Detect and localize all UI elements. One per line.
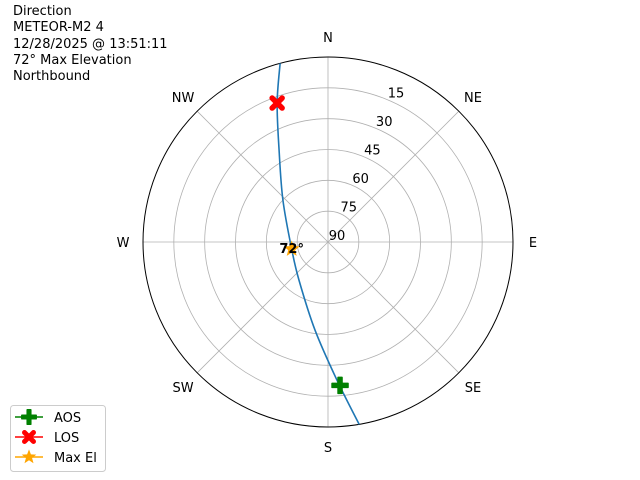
legend-los-icon xyxy=(22,430,36,444)
compass-label-ne: NE xyxy=(464,91,482,106)
compass-label-s: S xyxy=(324,441,332,456)
max-el-marker xyxy=(283,240,300,256)
max-elevation-text: 72° Max Elevation xyxy=(13,52,132,68)
axis-labels: N NE E SE S SW W NW 15 30 45 60 75 90 xyxy=(117,31,538,456)
los-marker xyxy=(269,95,285,111)
legend-label: AOS xyxy=(54,411,81,426)
radial-tick-label: 60 xyxy=(352,172,369,187)
compass-label-sw: SW xyxy=(172,381,193,396)
pass-info: Direction METEOR-M2 4 12/28/2025 @ 13:51… xyxy=(13,4,168,85)
radial-tick-label: 15 xyxy=(388,87,405,102)
satellite-name: METEOR-M2 4 xyxy=(13,20,104,36)
pass-direction: Northbound xyxy=(13,69,91,85)
radial-tick-label: 45 xyxy=(364,144,381,159)
info-heading: Direction xyxy=(13,4,72,19)
outer-frame xyxy=(142,56,514,428)
polar-grid xyxy=(142,56,514,428)
compass-label-e: E xyxy=(529,236,537,251)
grid-spoke xyxy=(327,110,460,243)
legend-aos-icon xyxy=(21,409,37,425)
grid-spoke xyxy=(196,241,329,374)
radial-tick-label: 90 xyxy=(329,229,346,244)
legend-max-el-icon xyxy=(21,449,37,464)
compass-label-n: N xyxy=(323,31,333,46)
compass-label-se: SE xyxy=(465,381,481,396)
max-elevation-annotation: 72° xyxy=(279,242,304,257)
grid-spoke xyxy=(196,110,329,243)
legend-label: LOS xyxy=(54,431,79,446)
grid-spoke xyxy=(327,241,460,374)
marker-layer: 72° xyxy=(269,95,349,395)
legend-los-icon-stroke xyxy=(22,430,36,444)
pass-datetime: 12/28/2025 @ 13:51:11 xyxy=(13,36,168,52)
los-marker-stroke xyxy=(269,95,285,111)
radial-tick-label: 75 xyxy=(341,201,358,216)
compass-label-w: W xyxy=(117,236,130,251)
legend: AOS LOS Max El xyxy=(10,405,106,472)
compass-label-nw: NW xyxy=(172,91,195,106)
aos-marker xyxy=(331,376,349,395)
legend-label: Max El xyxy=(54,451,97,466)
radial-tick-label: 30 xyxy=(376,115,393,130)
